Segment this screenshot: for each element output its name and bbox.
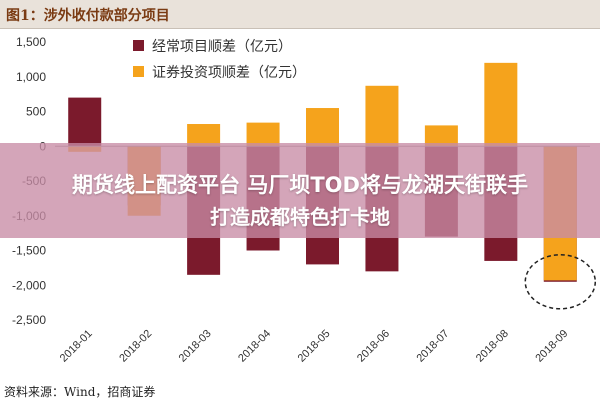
x-tick-label: 2018-04	[236, 328, 273, 365]
headline-line-1[interactable]: 期货线上配资平台 马厂坝TOD将与龙湖天街联手	[72, 173, 528, 197]
x-tick-label: 2018-06	[355, 328, 392, 365]
y-tick-label: 500	[26, 105, 46, 119]
bar-securities-2018-04	[246, 122, 280, 147]
y-tick-label: -2,500	[12, 313, 46, 327]
y-tick-label: 1,000	[16, 70, 46, 84]
y-tick-label: -2,000	[12, 278, 46, 292]
data-source-note: 资料来源：Wind，招商证券	[4, 385, 156, 399]
headline-line-2[interactable]: 打造成都特色打卡地	[210, 205, 390, 229]
legend-swatch	[133, 66, 144, 77]
figure-title-bar: 图1：涉外收付款部分项目	[0, 0, 600, 29]
bar-securities-2018-05	[306, 108, 339, 147]
bar-current-account-2018-01	[68, 97, 102, 147]
x-tick-label: 2018-07	[414, 328, 451, 365]
legend-label: 经常项目顺差（亿元）	[152, 39, 292, 55]
bar-securities-2018-03	[187, 124, 221, 147]
bar-securities-2018-08	[484, 62, 518, 147]
x-tick-label: 2018-01	[58, 328, 95, 365]
x-tick-label: 2018-03	[177, 328, 214, 365]
legend-label: 证券投资项顺差（亿元）	[152, 65, 306, 81]
highlight-circle	[524, 254, 597, 310]
y-tick-label: 1,500	[16, 35, 46, 49]
bar-securities-2018-07	[424, 125, 458, 147]
x-tick-label: 2018-09	[533, 328, 570, 365]
x-tick-label: 2018-02	[117, 328, 154, 365]
headline-overlay[interactable]: 期货线上配资平台 马厂坝TOD将与龙湖天街联手 打造成都特色打卡地	[0, 143, 600, 238]
x-tick-label: 2018-05	[296, 328, 333, 365]
x-tick-label: 2018-08	[474, 328, 511, 365]
y-tick-label: -1,500	[12, 244, 46, 258]
figure-title: 图1：涉外收付款部分项目	[6, 8, 170, 24]
legend-swatch	[133, 40, 144, 51]
bar-securities-2018-06	[365, 85, 399, 147]
